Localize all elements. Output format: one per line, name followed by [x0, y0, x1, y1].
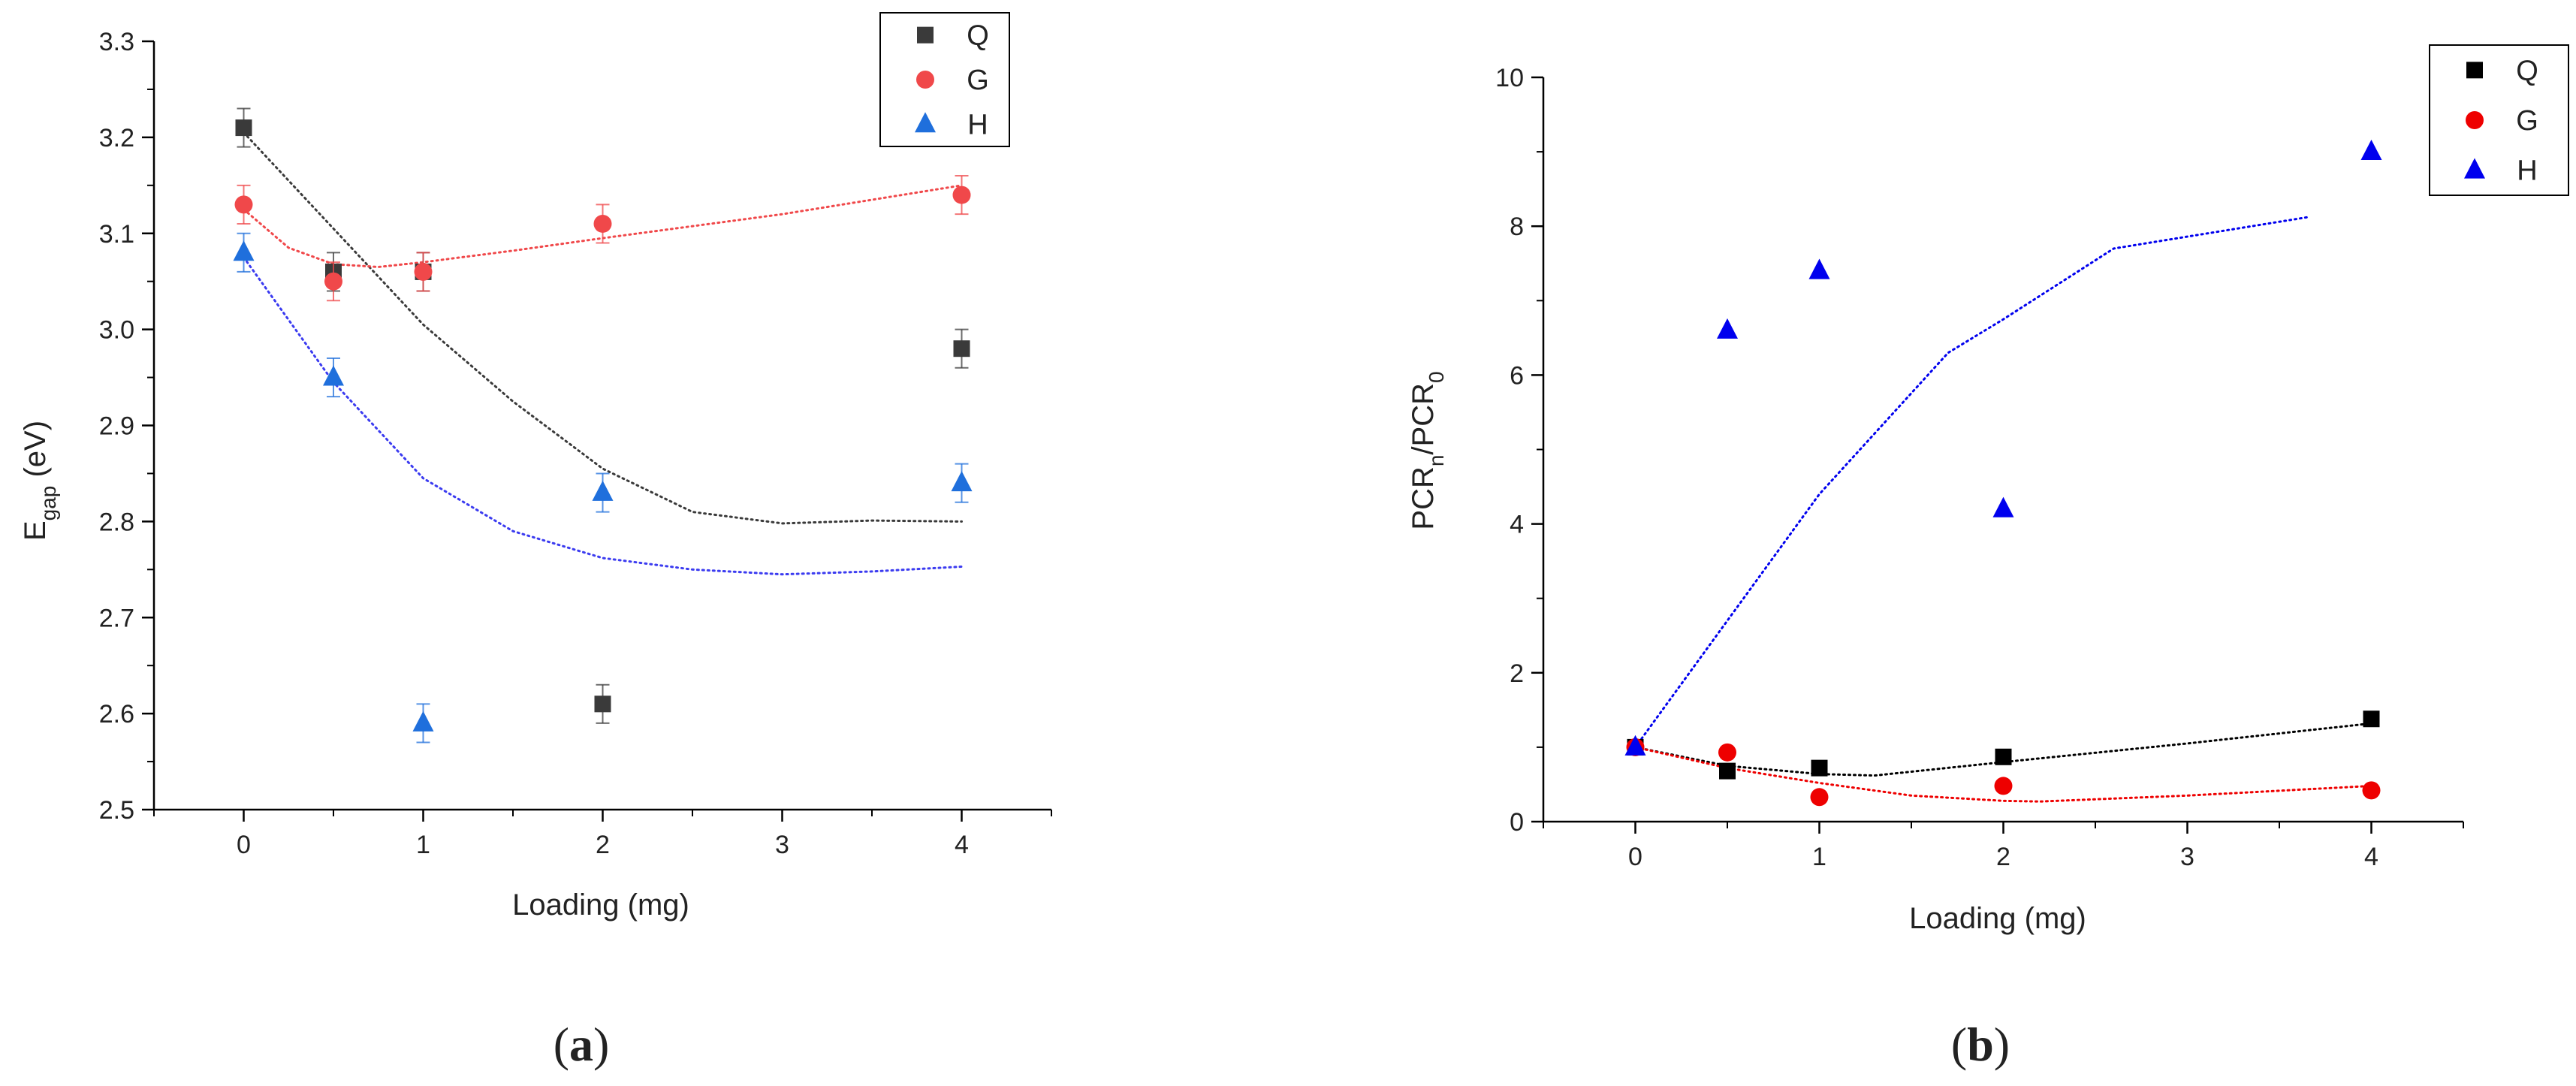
chart-a-y-label-sub: gap	[37, 486, 60, 521]
chart-b-legend-marker-q	[2466, 62, 2483, 79]
chart-panel-a: 0 1 2 3 4 2.5 2.6 2.7 2.8 2.9 3.0 3.1 3.2 3.3 Loading…	[19, 12, 1052, 1071]
chart-b-x-tick-label: 4	[2364, 843, 2378, 871]
chart-a-point-q	[594, 695, 611, 713]
chart-a-point-q	[953, 340, 970, 357]
chart-b-y-label-sub: n	[1425, 455, 1448, 467]
chart-b-point-h	[1717, 318, 1738, 339]
chart-b-point-g	[1810, 788, 1829, 807]
chart-a-x-tick-label: 0	[237, 831, 251, 859]
chart-b-panel-label: (b)	[1951, 1018, 2010, 1071]
chart-b-legend-marker-h	[2464, 158, 2485, 179]
chart-b-point-q	[1719, 762, 1736, 780]
chart-b-fit-line-h	[1634, 216, 2309, 749]
chart-a-point-g	[324, 272, 342, 291]
chart-b-point-q	[2363, 710, 2380, 728]
chart-a-point-g	[414, 262, 433, 281]
chart-a-point-h	[592, 480, 614, 501]
chart-b-legend: QGH	[2429, 44, 2569, 196]
chart-a-x-tick-label: 3	[775, 831, 789, 859]
chart-b-axes: 0 1 2 3 4 0 2 4 6 8 10	[1495, 64, 2464, 871]
chart-a-legend-label-h: H	[967, 109, 988, 140]
chart-b-x-tick-label: 3	[2180, 843, 2194, 871]
chart-a-y-tick-label: 3.0	[99, 316, 134, 345]
chart-a-legend-label-g: G	[967, 65, 989, 96]
chart-b-y-label-sub2: 0	[1425, 371, 1448, 383]
chart-b-legend-label-g: G	[2516, 105, 2538, 137]
chart-b-x-tick-label: 2	[1996, 843, 2010, 871]
chart-b-x-axis-label: Loading (mg)	[1909, 902, 2086, 935]
chart-a-marks	[233, 107, 973, 744]
chart-b-point-h	[1808, 258, 1830, 279]
chart-b-point-h	[1992, 496, 2014, 517]
chart-b-y-tick-label: 10	[1495, 64, 1524, 92]
chart-b-y-tick-label: 4	[1510, 511, 1524, 539]
chart-a-point-h	[951, 471, 973, 492]
chart-a-point-g	[234, 195, 253, 214]
chart-a-y-tick-label: 3.2	[99, 124, 134, 152]
chart-b-y-label-main: PCR	[1407, 466, 1440, 529]
chart-a-y-tick-label: 2.5	[99, 796, 134, 825]
chart-b-legend-label-q: Q	[2516, 55, 2538, 86]
chart-b-point-g	[2362, 781, 2381, 800]
chart-a-legend: QGH	[879, 12, 1010, 147]
chart-a-y-label-main: E	[19, 520, 52, 541]
chart-a-x-tick-label: 4	[955, 831, 969, 859]
chart-a-y-tick-label: 3.3	[99, 28, 134, 56]
chart-a-x-tick-label: 2	[596, 831, 610, 859]
chart-b-point-q	[1995, 748, 2012, 765]
chart-b-y-tick-label: 0	[1510, 808, 1524, 837]
chart-a-point-q	[235, 119, 252, 137]
chart-a-y-tick-label: 2.6	[99, 700, 134, 729]
chart-a-axes: 0 1 2 3 4 2.5 2.6 2.7 2.8 2.9 3.0 3.1 3.2 3.3	[99, 28, 1052, 859]
chart-a-legend-box	[879, 12, 1010, 147]
chart-b-fit-line-g	[1634, 746, 2372, 803]
chart-a-y-tick-label: 2.9	[99, 412, 134, 441]
chart-b-panel-letter: b	[1967, 1018, 1994, 1071]
chart-b-x-tick-label: 0	[1628, 843, 1642, 871]
chart-b-y-label-mid: /PCR	[1407, 383, 1440, 455]
chart-a-fit-line-q	[243, 131, 963, 525]
chart-b-marks	[1624, 139, 2382, 807]
chart-b-y-tick-label: 8	[1510, 213, 1524, 241]
chart-a-point-g	[952, 186, 971, 204]
chart-b-point-h	[2360, 139, 2382, 161]
chart-a-legend-marker-q	[917, 26, 934, 44]
chart-a-legend-marker-g	[916, 71, 934, 89]
chart-b-y-axis-label: PCRn/PCR0	[1407, 371, 1448, 529]
chart-b-point-q	[1811, 759, 1828, 777]
chart-a-x-tick-label: 1	[416, 831, 430, 859]
chart-a-point-h	[412, 710, 434, 732]
chart-b-point-g	[1718, 743, 1736, 762]
chart-b-point-g	[1994, 777, 2013, 795]
chart-a-fit-line-h	[243, 256, 963, 576]
chart-b-legend-box	[2429, 44, 2569, 196]
chart-b-y-tick-label: 2	[1510, 659, 1524, 688]
chart-a-point-g	[593, 214, 612, 233]
chart-a-y-axis-label: Egap (eV)	[19, 421, 60, 541]
chart-a-legend-marker-h	[915, 112, 936, 133]
chart-a-legend-label-q: Q	[967, 20, 989, 52]
chart-a-y-tick-label: 2.7	[99, 604, 134, 632]
chart-a-panel-letter: a	[569, 1018, 593, 1071]
chart-a-y-label-tail: (eV)	[19, 421, 52, 486]
chart-a-panel-label: (a)	[554, 1018, 610, 1071]
chart-b-x-tick-label: 1	[1812, 843, 1826, 871]
chart-b-point-h	[1624, 735, 1646, 756]
chart-b-legend-marker-g	[2466, 111, 2484, 129]
chart-a-y-tick-label: 3.1	[99, 220, 134, 249]
chart-a-x-axis-label: Loading (mg)	[512, 888, 689, 922]
chart-b-y-tick-label: 6	[1510, 361, 1524, 390]
chart-a-y-tick-label: 2.8	[99, 508, 134, 536]
chart-a-point-h	[233, 240, 255, 261]
chart-a-point-h	[323, 365, 344, 386]
chart-b-frame	[1542, 77, 2463, 823]
chart-b-legend-label-h: H	[2517, 155, 2537, 187]
